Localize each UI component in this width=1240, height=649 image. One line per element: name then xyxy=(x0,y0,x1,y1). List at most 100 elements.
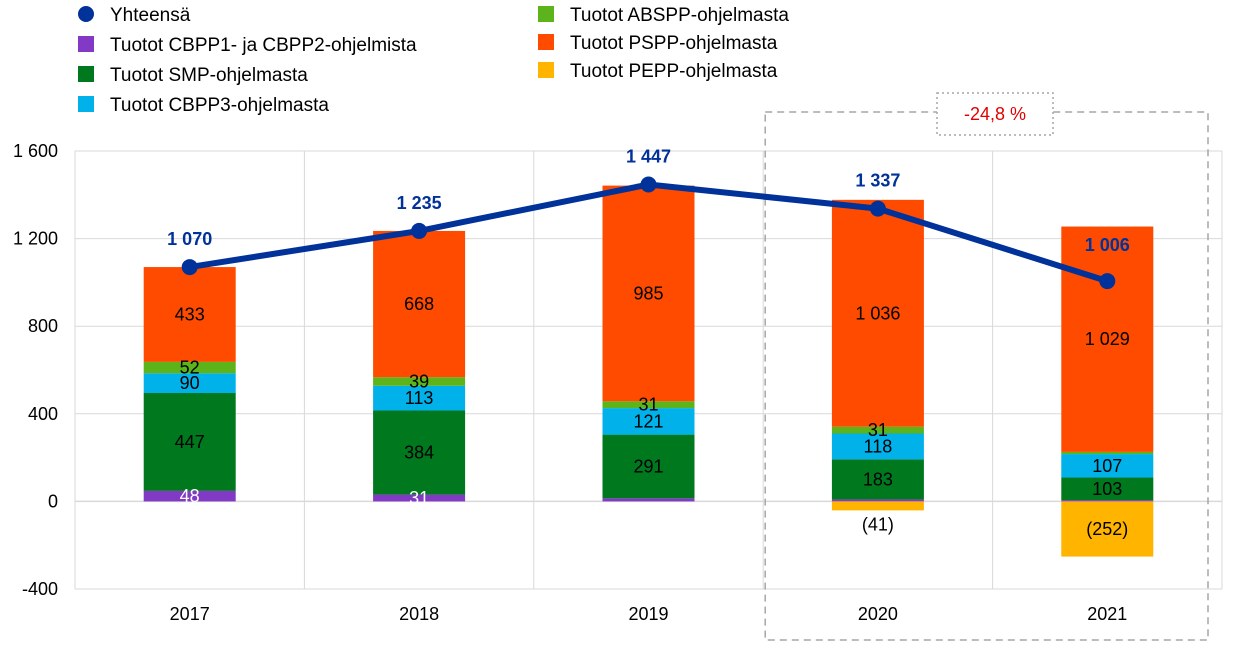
data-label-PSPP-2018: 668 xyxy=(404,294,434,314)
legend-label-PSPP: Tuotot PSPP-ohjelmasta xyxy=(570,33,778,54)
legend-item-ABSPP: Tuotot ABSPP-ohjelmasta xyxy=(538,5,789,26)
bar-PSPP-2017 xyxy=(143,267,236,362)
data-label-CBPP12-2018: 31 xyxy=(409,488,429,508)
data-label-CBPP3-2021: 107 xyxy=(1092,456,1122,476)
legend-label-total: Yhteensä xyxy=(110,5,191,26)
data-label-ABSPP-2017: 52 xyxy=(180,358,200,378)
data-label-ABSPP-2019: 31 xyxy=(638,395,658,415)
legend-marker-SMP xyxy=(78,66,94,82)
total-point-2017 xyxy=(181,259,198,276)
legend-marker-ABSPP xyxy=(538,6,554,22)
total-point-2019 xyxy=(640,176,657,193)
gridlines xyxy=(74,150,1223,590)
data-label-SMP-2018: 384 xyxy=(404,443,434,463)
bar-CBPP3-2019 xyxy=(602,408,695,435)
bar-PSPP-2020 xyxy=(831,199,924,427)
legend-label-CBPP3: Tuotot CBPP3-ohjelmasta xyxy=(110,95,329,116)
y-axis: -400 0 400 800 1 200 1 600 xyxy=(13,141,58,599)
legend-marker-PSPP xyxy=(538,34,554,50)
y-tick-label: 800 xyxy=(28,316,58,336)
total-label-2018: 1 235 xyxy=(397,193,442,213)
bar-CBPP12-2017 xyxy=(143,490,236,502)
bar-CBPP3-2021 xyxy=(1061,454,1154,478)
bar-PSPP-2018 xyxy=(373,230,466,378)
bar-SMP-2020 xyxy=(831,459,924,500)
total-label-2019: 1 447 xyxy=(626,147,671,167)
legend-marker-CBPP3 xyxy=(78,96,94,112)
data-label-SMP-2020: 183 xyxy=(863,469,893,489)
bar-SMP-2018 xyxy=(373,410,466,495)
legend-marker-total xyxy=(78,6,94,22)
bar-CBPP3-2018 xyxy=(373,385,466,411)
legend-item-CBPP12: Tuotot CBPP1- ja CBPP2-ohjelmista xyxy=(78,35,417,56)
legend: Yhteensä Tuotot CBPP1- ja CBPP2-ohjelmist… xyxy=(78,5,789,116)
bars xyxy=(143,185,1154,557)
change-annotation: -24,8 % xyxy=(764,92,1209,641)
data-label-CBPP3-2017: 90 xyxy=(180,373,200,393)
annotation-box xyxy=(936,92,1054,136)
legend-marker-CBPP12 xyxy=(78,36,94,52)
data-label-PSPP-2019: 985 xyxy=(633,283,663,303)
x-tick-label: 2019 xyxy=(628,604,668,624)
legend-label-PEPP: Tuotot PEPP-ohjelmasta xyxy=(570,61,778,82)
x-tick-label: 2021 xyxy=(1087,604,1127,624)
total-label-2021: 1 006 xyxy=(1085,235,1130,255)
data-label-PEPP-2021: (252) xyxy=(1086,519,1128,539)
y-tick-label: 0 xyxy=(48,491,58,511)
data-label-CBPP12-2017: 48 xyxy=(180,486,200,506)
data-label-PSPP-2017: 433 xyxy=(175,304,205,324)
legend-item-SMP: Tuotot SMP-ohjelmasta xyxy=(78,65,308,86)
bar-PEPP-2021 xyxy=(1061,501,1154,557)
bar-CBPP12-2019 xyxy=(602,498,695,502)
bar-CBPP3-2017 xyxy=(143,373,236,393)
bar-SMP-2017 xyxy=(143,392,236,491)
data-label-ABSPP-2020: 31 xyxy=(868,420,888,440)
bar-ABSPP-2020 xyxy=(831,426,924,434)
total-label-2017: 1 070 xyxy=(167,229,212,249)
bar-CBPP12-2018 xyxy=(373,494,466,502)
data-label-SMP-2017: 447 xyxy=(175,432,205,452)
legend-item-PSPP: Tuotot PSPP-ohjelmasta xyxy=(538,33,778,54)
segment-labels: 4844790524333138411339668291121319851831… xyxy=(175,283,1130,539)
legend-item-PEPP: Tuotot PEPP-ohjelmasta xyxy=(538,61,778,82)
data-label-CBPP3-2019: 121 xyxy=(633,411,663,431)
bar-PEPP-2020 xyxy=(831,501,924,511)
bar-SMP-2021 xyxy=(1061,477,1154,501)
data-label-CBPP3-2018: 113 xyxy=(405,388,434,408)
legend-label-ABSPP: Tuotot ABSPP-ohjelmasta xyxy=(570,5,789,26)
bar-PSPP-2021 xyxy=(1061,226,1154,452)
data-label-ABSPP-2018: 39 xyxy=(409,371,429,391)
data-label-SMP-2021: 103 xyxy=(1092,479,1122,499)
y-tick-label: 1 600 xyxy=(13,141,58,161)
annotation-text: -24,8 % xyxy=(964,104,1026,124)
bar-CBPP12-2020 xyxy=(831,499,924,502)
bar-CBPP3-2020 xyxy=(831,433,924,460)
legend-marker-PEPP xyxy=(538,62,554,78)
y-tick-label: 400 xyxy=(28,404,58,424)
total-label-2020: 1 337 xyxy=(855,171,900,191)
bar-ABSPP-2019 xyxy=(602,401,695,409)
total-point-2018 xyxy=(411,222,428,239)
bar-ABSPP-2018 xyxy=(373,377,466,386)
bar-PSPP-2019 xyxy=(602,185,695,402)
legend-label-CBPP12: Tuotot CBPP1- ja CBPP2-ohjelmista xyxy=(110,35,417,56)
legend-label-SMP: Tuotot SMP-ohjelmasta xyxy=(110,65,308,86)
data-label-PEPP-2020: (41) xyxy=(862,514,894,534)
data-label-PSPP-2020: 1 036 xyxy=(855,303,900,323)
data-label-CBPP3-2020: 118 xyxy=(864,436,893,456)
y-tick-label: -400 xyxy=(22,579,58,599)
x-tick-label: 2020 xyxy=(858,604,898,624)
x-tick-label: 2018 xyxy=(399,604,439,624)
total-point-2021 xyxy=(1099,273,1116,290)
total-point-2020 xyxy=(869,200,886,217)
bar-SMP-2019 xyxy=(602,434,695,499)
y-tick-label: 1 200 xyxy=(13,229,58,249)
x-axis: 2017 2018 2019 2020 2021 xyxy=(170,604,1128,624)
data-label-SMP-2019: 291 xyxy=(633,456,663,476)
data-label-PSPP-2021: 1 029 xyxy=(1085,329,1130,349)
legend-item-CBPP3: Tuotot CBPP3-ohjelmasta xyxy=(78,95,329,116)
bar-ABSPP-2021 xyxy=(1061,451,1154,455)
x-tick-label: 2017 xyxy=(170,604,210,624)
total-series: 1 070 1 235 1 447 1 337 1 006 xyxy=(167,147,1130,290)
